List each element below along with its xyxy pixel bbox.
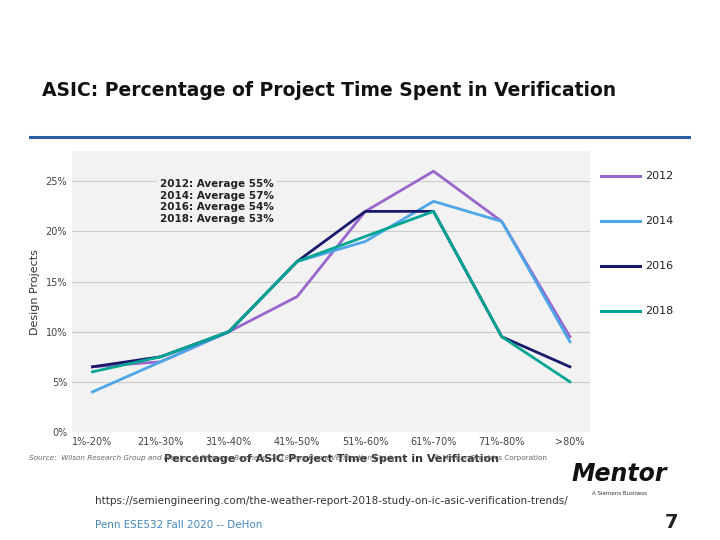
Y-axis label: Design Projects: Design Projects [30,248,40,335]
Text: https://semiengineering.com/the-weather-report-2018-study-on-ic-asic-verificatio: https://semiengineering.com/the-weather-… [95,496,568,505]
Text: 2012: 2012 [646,171,674,181]
X-axis label: Percentage of ASIC Project Time Spent in Verification: Percentage of ASIC Project Time Spent in… [163,454,499,464]
Text: © Mentor Graphics Corporation: © Mentor Graphics Corporation [433,454,546,461]
Text: 2012: Average 55%
2014: Average 57%
2016: Average 54%
2018: Average 53%: 2012: Average 55% 2014: Average 57% 2016… [160,179,274,224]
Text: 2014: 2014 [646,216,674,226]
Text: Source:  Wilson Research Group and Mentor, A Siemens Business, 2018 Functional V: Source: Wilson Research Group and Mentor… [29,455,395,461]
Text: A Siemens Business: A Siemens Business [592,491,647,496]
Text: 2016: 2016 [646,261,674,271]
Text: Penn ESE532 Fall 2020 -- DeHon: Penn ESE532 Fall 2020 -- DeHon [95,520,262,530]
Text: Mentor: Mentor [572,462,667,486]
Text: 2018: 2018 [646,306,674,315]
Text: ASIC: Percentage of Project Time Spent in Verification: ASIC: Percentage of Project Time Spent i… [42,80,616,100]
Text: 7: 7 [665,513,678,532]
